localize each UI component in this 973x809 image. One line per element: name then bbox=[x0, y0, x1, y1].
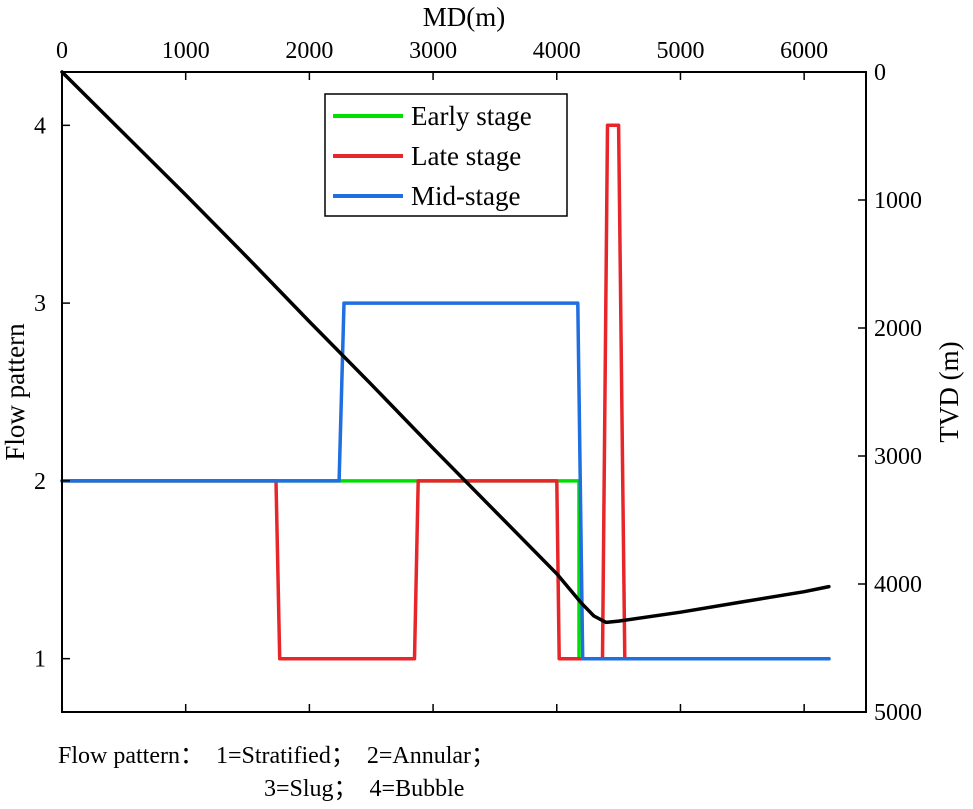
y-left-axis-title: Flow pattern bbox=[0, 323, 30, 461]
caption-line-1: Flow pattern： 1=Stratified； 2=Annular； bbox=[58, 743, 496, 769]
x-axis-title: MD(m) bbox=[423, 2, 506, 32]
caption-line-2: 3=Slug； 4=Bubble bbox=[264, 776, 465, 802]
y-left-tick-label: 1 bbox=[34, 647, 46, 673]
x-tick-label: 6000 bbox=[780, 38, 828, 64]
legend-label-late-stage: Late stage bbox=[411, 141, 521, 171]
x-tick-label: 0 bbox=[56, 38, 68, 64]
y-left-tick-label: 2 bbox=[34, 469, 46, 495]
legend: Early stage Late stage Mid-stage bbox=[324, 93, 568, 217]
y-right-tick-label: 3000 bbox=[874, 444, 922, 470]
x-tick-label: 1000 bbox=[162, 38, 210, 64]
series-tvd-trajectory bbox=[60, 70, 831, 625]
x-tick-label: 2000 bbox=[285, 38, 333, 64]
y-left-tick-label: 3 bbox=[34, 291, 46, 317]
tick-labels: 0 1000 2000 3000 4000 5000 6000 1 2 3 4 0 1000 2000 30… bbox=[34, 38, 922, 726]
series-late-stage bbox=[60, 123, 831, 661]
legend-label-early-stage: Early stage bbox=[411, 101, 532, 131]
series-layer bbox=[60, 70, 831, 661]
x-tick-label: 3000 bbox=[409, 38, 457, 64]
y-left-tick-label: 4 bbox=[34, 113, 46, 139]
series-mid-stage bbox=[60, 301, 831, 661]
y-right-tick-label: 5000 bbox=[874, 700, 922, 726]
legend-label-mid-stage: Mid-stage bbox=[411, 181, 520, 211]
y-right-tick-label: 2000 bbox=[874, 316, 922, 342]
plot-frame bbox=[61, 71, 867, 713]
x-tick-label: 5000 bbox=[656, 38, 704, 64]
x-tick-label: 4000 bbox=[533, 38, 581, 64]
y-right-tick-label: 4000 bbox=[874, 572, 922, 598]
tick-marks bbox=[61, 71, 866, 713]
series-early-stage bbox=[60, 479, 831, 661]
y-right-tick-label: 0 bbox=[874, 60, 886, 86]
y-right-tick-label: 1000 bbox=[874, 188, 922, 214]
y-right-axis-title: TVD (m) bbox=[934, 341, 964, 442]
